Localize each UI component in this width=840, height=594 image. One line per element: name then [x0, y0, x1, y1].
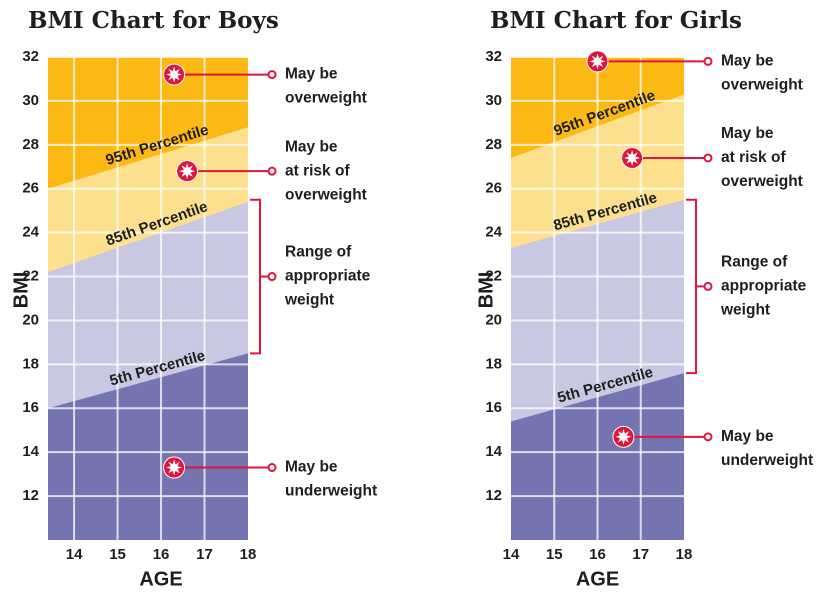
annotation: overweight	[721, 76, 803, 93]
y-tick-label: 30	[485, 92, 502, 109]
x-tick-label: 15	[109, 546, 126, 563]
x-tick-label: 17	[196, 546, 213, 563]
callout-dot	[267, 463, 277, 473]
y-tick-label: 26	[22, 180, 39, 197]
annotation: weight	[720, 302, 770, 319]
x-axis-label: AGE	[576, 568, 619, 590]
y-tick-label: 26	[485, 180, 502, 197]
y-axis-label: BMI	[10, 272, 32, 309]
marker	[176, 160, 199, 183]
annotation: at risk of	[285, 162, 350, 179]
x-tick-label: 16	[153, 546, 170, 563]
chart-title: BMI Chart for Boys	[28, 7, 279, 34]
annotation: May be	[721, 52, 774, 69]
marker-star	[166, 459, 183, 476]
marker-star	[615, 428, 632, 445]
chart-title: BMI Chart for Girls	[490, 7, 742, 34]
y-axis-label: BMI	[475, 272, 497, 309]
y-tick-label: 12	[485, 487, 502, 504]
marker	[163, 63, 186, 86]
x-tick-label: 15	[546, 546, 563, 563]
y-tick-label: 24	[485, 224, 502, 241]
annotation: May be	[285, 138, 338, 155]
x-tick-label: 18	[676, 546, 693, 563]
annotation: underweight	[285, 483, 377, 500]
marker	[586, 50, 609, 73]
annotation: Range of	[721, 254, 788, 271]
annotation: at risk of	[721, 149, 786, 166]
annotation: Range of	[285, 244, 352, 261]
marker	[163, 456, 186, 479]
marker-star	[179, 163, 196, 180]
callout-dot	[703, 432, 713, 442]
callout-dot	[703, 281, 713, 291]
y-tick-label: 30	[22, 92, 39, 109]
y-tick-label: 32	[22, 48, 39, 65]
annotation: May be	[721, 125, 774, 142]
x-tick-label: 14	[503, 546, 520, 563]
annotation: weight	[284, 292, 334, 309]
x-tick-label: 14	[66, 546, 83, 563]
y-tick-label: 32	[485, 48, 502, 65]
marker-star	[589, 53, 606, 70]
annotation: overweight	[285, 90, 367, 107]
marker	[621, 146, 644, 169]
x-axis-label: AGE	[139, 568, 182, 590]
y-tick-label: 22	[485, 268, 502, 285]
marker-star	[624, 150, 641, 166]
callout-dot	[267, 70, 277, 80]
callout-dot	[703, 153, 713, 163]
y-tick-label: 12	[22, 487, 39, 504]
y-tick-label: 14	[22, 443, 39, 460]
y-tick-label: 20	[22, 311, 39, 328]
x-tick-label: 17	[632, 546, 649, 563]
range-bracket	[250, 198, 261, 355]
y-tick-label: 22	[22, 268, 39, 285]
y-tick-label: 28	[485, 136, 502, 153]
y-tick-label: 24	[22, 224, 39, 241]
y-tick-label: 28	[22, 136, 39, 153]
marker-star	[166, 66, 183, 83]
y-tick-label: 18	[485, 355, 502, 372]
callout-dot	[703, 56, 713, 66]
y-tick-label: 16	[22, 399, 39, 416]
y-tick-label: 20	[485, 311, 502, 328]
callout-dot	[267, 272, 277, 282]
x-tick-label: 16	[589, 546, 606, 563]
annotation: overweight	[721, 173, 803, 190]
annotation: May be	[285, 459, 338, 476]
y-tick-label: 16	[485, 399, 502, 416]
x-tick-label: 18	[240, 546, 257, 563]
annotation: underweight	[721, 452, 813, 469]
annotation: overweight	[285, 186, 367, 203]
marker	[612, 425, 635, 448]
callout-dot	[267, 166, 277, 176]
y-tick-label: 18	[22, 355, 39, 372]
annotation: appropriate	[285, 268, 371, 285]
y-tick-label: 14	[485, 443, 502, 460]
annotation: May be	[721, 428, 774, 445]
range-bracket	[686, 198, 697, 375]
annotation: May be	[285, 66, 338, 83]
percentile-area	[48, 353, 248, 540]
annotation: appropriate	[721, 278, 807, 295]
